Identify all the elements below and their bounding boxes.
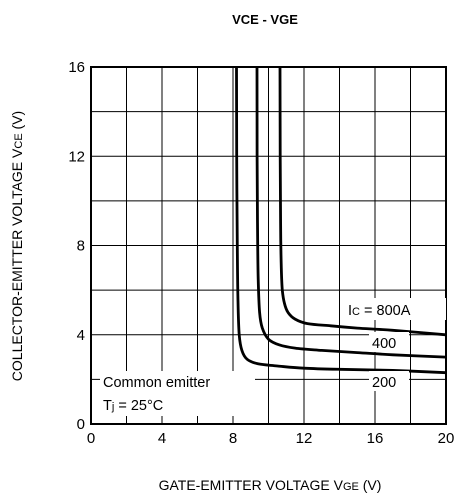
- y-axis-label: COLLECTOR-EMITTER VOLTAGE VCE (V): [9, 111, 25, 381]
- chart-title: VCE - VGE: [232, 12, 298, 27]
- y-label-main: COLLECTOR-EMITTER VOLTAGE V: [9, 148, 25, 381]
- series-line-800a: [278, 66, 447, 337]
- x-tick-labels: 0 4 8 12 16 20: [87, 430, 455, 447]
- ic-equals: =: [360, 303, 377, 319]
- x-label-unit: (V): [359, 477, 382, 493]
- series-line-200: [235, 66, 447, 375]
- tj-value: = 25°C: [114, 398, 163, 414]
- label-400-bg: [369, 332, 409, 352]
- y-label-sub: CE: [13, 133, 25, 148]
- x-label-main: GATE-EMITTER VOLTAGE V: [159, 477, 344, 493]
- y-tick-label: 12: [68, 148, 85, 165]
- x-tick-label: 16: [367, 430, 384, 447]
- y-tick-label: 16: [68, 59, 85, 76]
- series-400-label: 400: [372, 336, 396, 352]
- series-200-label: 200: [372, 375, 396, 391]
- ic-label-bg: [342, 298, 446, 320]
- tj-symbol: T: [103, 398, 112, 414]
- ic-800a-label: IC = 800A: [348, 303, 411, 319]
- y-tick-label: 8: [77, 238, 85, 255]
- annotation-common-emitter: Common emitter: [103, 375, 210, 391]
- y-tick-labels: 0 4 8 12 16: [68, 59, 85, 433]
- y-label-unit: (V): [9, 111, 25, 134]
- conditions-annotation: Common emitter Tj = 25°C: [100, 371, 255, 416]
- x-tick-label: 0: [87, 430, 95, 447]
- ic-sub: C: [352, 306, 360, 318]
- x-tick-label: 4: [158, 430, 166, 447]
- annotation-tj: Tj = 25°C: [103, 398, 163, 414]
- ic-800a-value: 800A: [377, 303, 411, 319]
- title-separator: -: [259, 12, 271, 27]
- x-tick-label: 8: [229, 430, 237, 447]
- label-200-bg: [369, 371, 409, 391]
- series-curves: [235, 66, 447, 375]
- title-vge: VGE: [270, 12, 298, 27]
- x-axis-label: GATE-EMITTER VOLTAGE VGE (V): [159, 477, 382, 493]
- curve-labels: IC = 800A 400 200: [342, 298, 446, 391]
- x-tick-label: 12: [296, 430, 313, 447]
- y-tick-label: 4: [77, 327, 85, 344]
- tj-sub: j: [111, 401, 114, 413]
- grid-lines: [91, 67, 446, 424]
- plot-frame: [90, 66, 447, 425]
- ic-symbol: I: [348, 303, 352, 319]
- x-label-sub: GE: [343, 481, 359, 493]
- annotation-bg: [100, 371, 255, 416]
- y-tick-label: 0: [77, 416, 85, 433]
- title-vce: VCE: [232, 12, 259, 27]
- series-line-400: [255, 66, 447, 359]
- x-tick-label: 20: [438, 430, 455, 447]
